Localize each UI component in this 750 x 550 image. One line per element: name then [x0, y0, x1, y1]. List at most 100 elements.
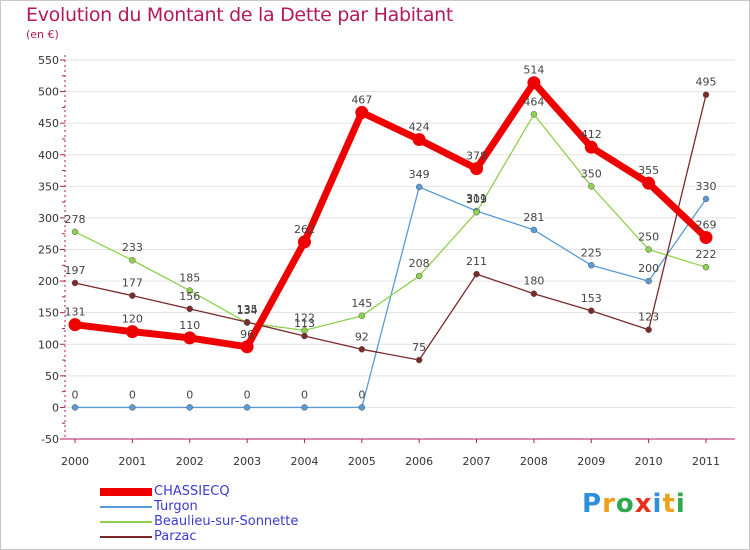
data-point — [415, 356, 423, 364]
data-label: 135 — [237, 303, 258, 316]
data-label: 0 — [244, 388, 251, 401]
x-tick-label: 2011 — [692, 455, 720, 468]
chart-subtitle: (en €) — [26, 28, 59, 41]
x-tick-label: 2010 — [635, 455, 663, 468]
x-tick-label: 2007 — [463, 455, 491, 468]
logo-letter: i — [652, 489, 663, 519]
x-tick-label: 2002 — [176, 455, 204, 468]
axes — [60, 55, 735, 443]
proxiti-logo: Proxiti — [582, 489, 686, 519]
logo-letter: x — [634, 489, 653, 519]
data-label: 120 — [122, 313, 143, 326]
data-label: 0 — [72, 388, 79, 401]
data-point — [412, 133, 426, 147]
series-lines — [68, 76, 713, 411]
y-tick-label: 550 — [38, 54, 59, 67]
logo-letter: t — [662, 489, 676, 519]
y-tick-labels: -50 0 50 100 150 200 250 300 350 400 450 500 550 — [38, 54, 59, 446]
y-tick-label: 300 — [38, 212, 59, 225]
data-label: 0 — [129, 388, 136, 401]
legend-label: CHASSIECQ — [154, 484, 230, 499]
y-tick-label: 450 — [38, 117, 59, 130]
y-tick-label: 500 — [38, 86, 59, 99]
data-label: 110 — [179, 319, 200, 332]
data-point — [68, 318, 82, 332]
x-tick-label: 2005 — [348, 455, 376, 468]
data-label: 153 — [581, 292, 602, 305]
data-label: 113 — [294, 317, 315, 330]
data-label: 269 — [696, 218, 717, 231]
data-label: 197 — [65, 264, 86, 277]
data-label: 378 — [466, 150, 487, 163]
data-label: 156 — [179, 290, 200, 303]
data-label: 0 — [186, 388, 193, 401]
data-label: 281 — [523, 211, 544, 224]
x-tick-label: 2004 — [290, 455, 318, 468]
y-tick-label: 250 — [38, 244, 59, 257]
data-point — [125, 325, 139, 339]
data-point — [129, 404, 136, 411]
x-tick-label: 2000 — [61, 455, 89, 468]
data-label: 122 — [294, 311, 315, 324]
legend-swatch — [100, 521, 152, 523]
data-label: 92 — [355, 330, 369, 343]
data-point — [699, 230, 713, 244]
data-label: 309 — [466, 193, 487, 206]
y-tick-label: 400 — [38, 149, 59, 162]
data-label: 145 — [351, 297, 372, 310]
data-point — [358, 404, 366, 411]
legend-label: Turgon — [154, 499, 198, 514]
x-tick-label: 2009 — [577, 455, 605, 468]
data-label: 123 — [638, 311, 659, 324]
data-label: 355 — [638, 164, 659, 177]
data-label: 250 — [638, 231, 659, 244]
x-tick-labels: 2000 2001 2002 2003 2004 2005 2006 2007 2008 2009… — [61, 455, 720, 468]
x-tick-label: 2003 — [233, 455, 261, 468]
grid-lines — [65, 59, 735, 440]
data-point — [358, 346, 366, 353]
legend-swatch — [100, 488, 152, 496]
data-point — [358, 312, 366, 320]
data-label: 262 — [294, 223, 315, 236]
data-point — [415, 183, 423, 191]
data-point — [702, 195, 710, 203]
data-label: 514 — [523, 64, 544, 77]
data-point — [301, 404, 308, 411]
logo-letter: P — [582, 489, 603, 519]
data-label: 464 — [523, 95, 544, 108]
legend-label: Beaulieu-sur-Sonnette — [154, 514, 299, 529]
data-point — [473, 270, 480, 278]
data-point — [129, 256, 136, 264]
data-point — [642, 176, 656, 190]
y-tick-label: 0 — [52, 401, 59, 414]
data-point — [186, 287, 193, 294]
legend-swatch — [100, 506, 152, 508]
data-point — [530, 290, 538, 297]
data-label: 495 — [696, 76, 717, 89]
data-point — [297, 235, 311, 249]
data-point — [183, 331, 197, 345]
series-line-parzac — [74, 94, 707, 361]
y-tick-label: 200 — [38, 275, 59, 288]
data-label: 0 — [301, 388, 308, 401]
legend-label: Parzac — [154, 529, 197, 544]
y-tick-label: 350 — [38, 180, 59, 193]
data-label: 180 — [523, 275, 544, 288]
data-label: 134 — [237, 304, 258, 317]
data-point — [243, 404, 251, 411]
data-point — [71, 404, 79, 411]
y-tick-label: 100 — [38, 338, 59, 351]
data-point — [645, 326, 652, 333]
data-label: 311 — [466, 192, 487, 205]
logo-letter: i — [675, 489, 686, 519]
data-label: 424 — [409, 121, 430, 134]
data-point — [473, 208, 480, 216]
y-tick-label: 50 — [45, 370, 59, 383]
data-label: 131 — [65, 306, 86, 319]
data-point — [129, 292, 136, 299]
data-point — [645, 277, 652, 285]
data-label: 349 — [409, 168, 430, 181]
data-label: 211 — [466, 255, 487, 268]
data-label: 233 — [122, 241, 143, 254]
data-point — [240, 340, 254, 354]
